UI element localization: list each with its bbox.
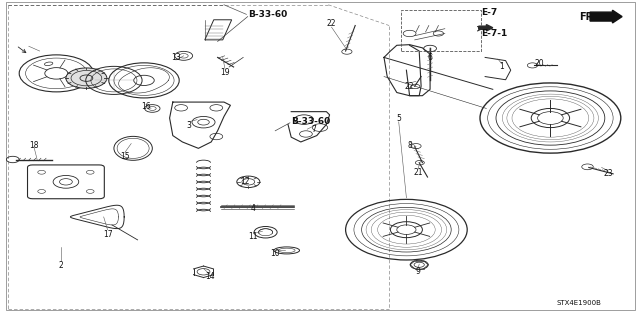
Text: 20: 20 (534, 59, 545, 68)
Text: E-7: E-7 (481, 8, 497, 17)
Text: 6: 6 (427, 53, 432, 62)
Text: 13: 13 (171, 53, 181, 62)
Text: 19: 19 (220, 68, 230, 77)
Text: 1: 1 (499, 63, 504, 71)
Text: 22: 22 (405, 82, 414, 91)
Text: 10: 10 (270, 249, 280, 258)
Bar (401, 10, 481, 51)
Text: FR.: FR. (579, 11, 597, 22)
Text: 7: 7 (311, 125, 316, 134)
Text: 21: 21 (413, 168, 422, 177)
Text: 12: 12 (240, 177, 249, 186)
Text: 23: 23 (603, 169, 613, 178)
Text: E-7-1: E-7-1 (481, 29, 508, 38)
FancyArrow shape (590, 10, 622, 23)
Text: B-33-60: B-33-60 (291, 117, 330, 126)
Text: 4: 4 (251, 204, 256, 213)
Text: 2: 2 (58, 261, 63, 270)
Text: 9: 9 (415, 267, 420, 276)
Text: 3: 3 (186, 121, 191, 130)
Text: 22: 22 (327, 19, 336, 28)
Polygon shape (479, 25, 493, 31)
Text: 18: 18 (29, 141, 38, 150)
Text: 11: 11 (249, 232, 258, 241)
Text: 5: 5 (396, 114, 401, 122)
Circle shape (66, 68, 107, 88)
Text: 8: 8 (408, 141, 413, 150)
Text: B-33-60: B-33-60 (248, 10, 287, 19)
Text: 14: 14 (205, 272, 215, 281)
Text: 17: 17 (102, 230, 113, 239)
Text: STX4E1900B: STX4E1900B (557, 300, 602, 306)
Text: 16: 16 (141, 102, 151, 111)
Text: 15: 15 (120, 152, 130, 161)
